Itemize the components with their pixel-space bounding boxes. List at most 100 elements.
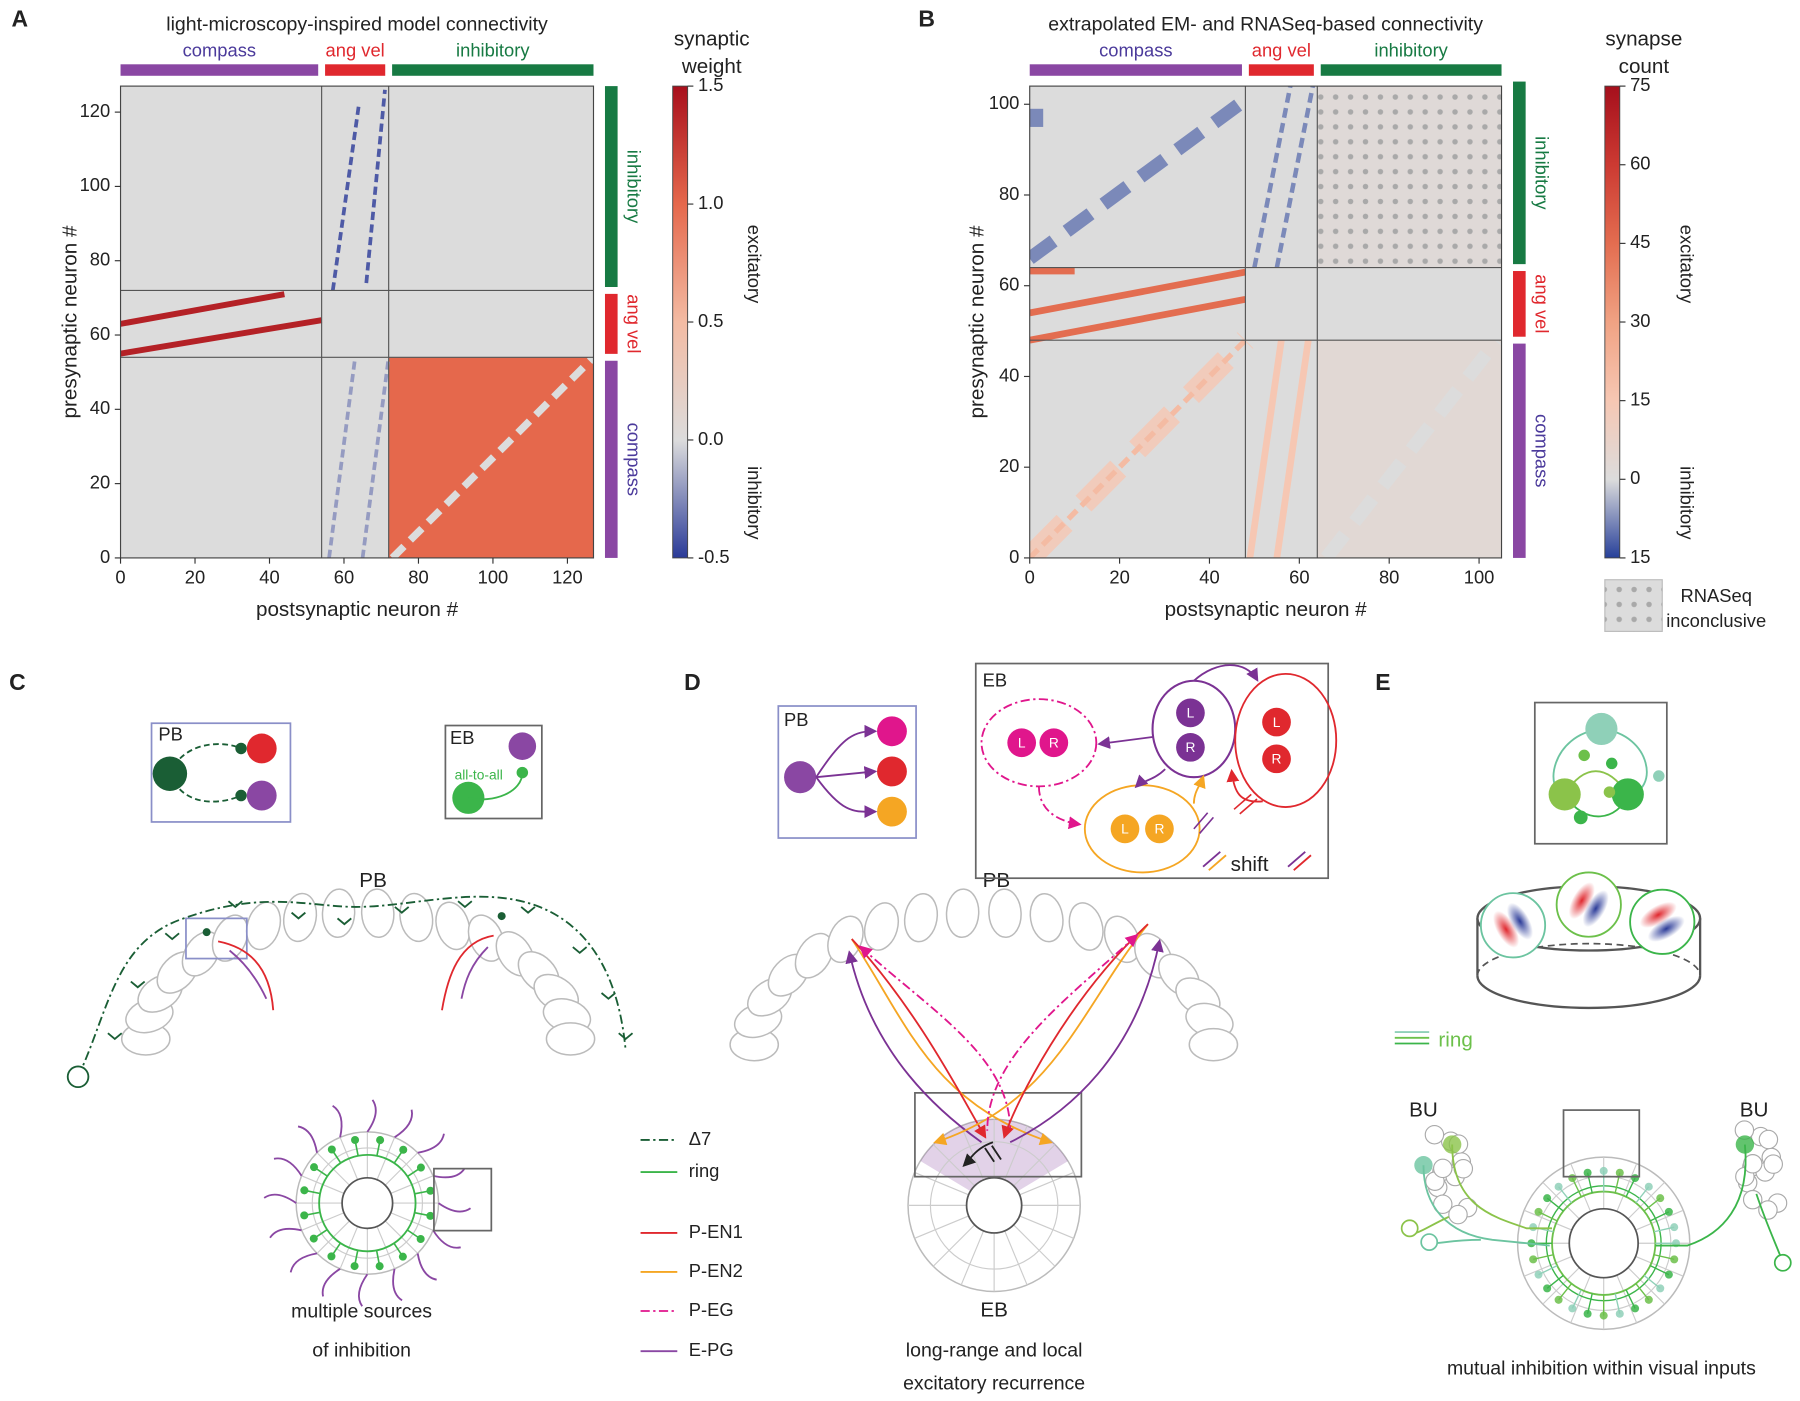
caption: excitatory recurrence <box>903 1373 1085 1395</box>
epg-neuron <box>417 1133 445 1154</box>
colorbar-label: inhibitory <box>744 466 765 540</box>
inset-label: EB <box>450 727 475 748</box>
connection <box>1097 736 1153 749</box>
x-tick-label: 80 <box>408 566 428 587</box>
eb-inner <box>341 1176 394 1230</box>
eb-spoke <box>1542 1267 1580 1305</box>
colorbar-tick-label: 1.5 <box>698 74 724 95</box>
node <box>877 756 907 787</box>
glomerulus <box>435 901 471 951</box>
ring-dot <box>1599 1166 1608 1175</box>
group-label: ang vel <box>1532 274 1553 333</box>
y-tick-label: 20 <box>90 471 110 492</box>
inset-box <box>150 722 292 823</box>
y-tick-label: 100 <box>80 174 111 195</box>
node <box>497 912 506 921</box>
ring-dot <box>1534 1207 1543 1216</box>
connection <box>1134 768 1166 789</box>
x-tick-label: 100 <box>1464 566 1495 587</box>
synapse-mark <box>600 992 616 1000</box>
node <box>1007 728 1037 758</box>
x-tick-label: 20 <box>1109 566 1129 587</box>
group-bar <box>604 293 618 354</box>
ring-dot <box>327 1252 336 1261</box>
colorbar-tick-label: -0.5 <box>698 546 730 567</box>
group-ellipse <box>1151 679 1237 779</box>
colorbar-tick-label: 45 <box>1630 231 1650 252</box>
panel-label: C <box>9 669 26 695</box>
node-label: L <box>1018 736 1026 751</box>
glomerulus <box>1068 902 1104 951</box>
node <box>1603 786 1616 798</box>
pattern-legend-label: RNASeq <box>1680 585 1751 606</box>
node <box>1176 732 1205 762</box>
colorbar-tick-label: 15 <box>1630 388 1650 409</box>
ring-dot <box>310 1163 319 1172</box>
glomerulus <box>360 888 395 939</box>
group-label: inhibitory <box>1374 40 1448 61</box>
epg-neuron <box>297 1125 318 1153</box>
ring-dot <box>1615 1168 1624 1177</box>
connection <box>859 945 1012 1131</box>
node-label: R <box>1154 822 1164 837</box>
colorbar-tick-label: 75 <box>1630 74 1650 95</box>
ring-dot <box>327 1145 336 1154</box>
heatmap-region <box>1029 267 1075 275</box>
colorbar <box>672 85 689 559</box>
glomerulus <box>945 888 980 939</box>
x-tick-label: 120 <box>552 566 583 587</box>
rf-on <box>1639 901 1677 928</box>
node-label: R <box>1272 752 1282 767</box>
eb-spoke <box>1013 1224 1056 1267</box>
glomerulus <box>321 888 356 939</box>
colorbar-tick-label: 0 <box>1630 467 1640 488</box>
ring-dot <box>1529 1255 1538 1264</box>
node-label: L <box>1273 715 1281 730</box>
ring-dot <box>1534 1270 1543 1279</box>
group-label: compass <box>1532 414 1553 487</box>
ring-dot <box>350 1262 359 1271</box>
ring-dot <box>426 1186 435 1195</box>
x-axis-label: postsynaptic neuron # <box>256 598 459 621</box>
synapse-mark <box>130 980 146 989</box>
group-bar <box>604 360 618 558</box>
epg-neuron <box>357 1273 369 1307</box>
shift-mark <box>1193 812 1215 834</box>
ring-dot <box>398 1252 407 1261</box>
group-label: inhibitory <box>1532 136 1553 210</box>
y-tick-label: 20 <box>999 455 1019 476</box>
colorbar-tick-label: 15 <box>1630 546 1650 567</box>
epg-neuron <box>273 1157 303 1177</box>
eb-spoke <box>1013 1144 1056 1187</box>
eb-spoke <box>1523 1209 1573 1231</box>
plot-frame <box>119 85 595 559</box>
group-label: ang vel <box>624 294 645 353</box>
connection <box>1192 774 1206 804</box>
node <box>1611 778 1644 811</box>
node <box>784 761 817 794</box>
ring-dot <box>1631 1304 1640 1313</box>
diagrams: L R L R L R L R <box>66 662 1792 1353</box>
y-tick-label: 100 <box>989 92 1020 113</box>
group-bar <box>1513 343 1526 558</box>
group-ellipse <box>980 698 1098 788</box>
connection <box>229 949 268 1000</box>
node <box>246 780 277 811</box>
epg-neuron <box>366 1099 377 1133</box>
x-tick-label: 40 <box>259 566 279 587</box>
node <box>1605 757 1618 770</box>
heatmap-band <box>1246 339 1285 558</box>
connection <box>816 766 878 779</box>
connection <box>460 946 489 999</box>
group-bar <box>604 86 618 287</box>
colorbar-label: excitatory <box>744 225 765 304</box>
ring-dot <box>1615 1309 1624 1318</box>
shift-mark <box>1293 854 1312 871</box>
shift-mark <box>1287 851 1306 868</box>
rf-on <box>1568 882 1595 920</box>
region-label: BU <box>1409 1099 1438 1122</box>
epg-neuron <box>432 1167 466 1179</box>
caption: multiple sources <box>291 1300 432 1322</box>
x-tick-label: 40 <box>1199 566 1219 587</box>
